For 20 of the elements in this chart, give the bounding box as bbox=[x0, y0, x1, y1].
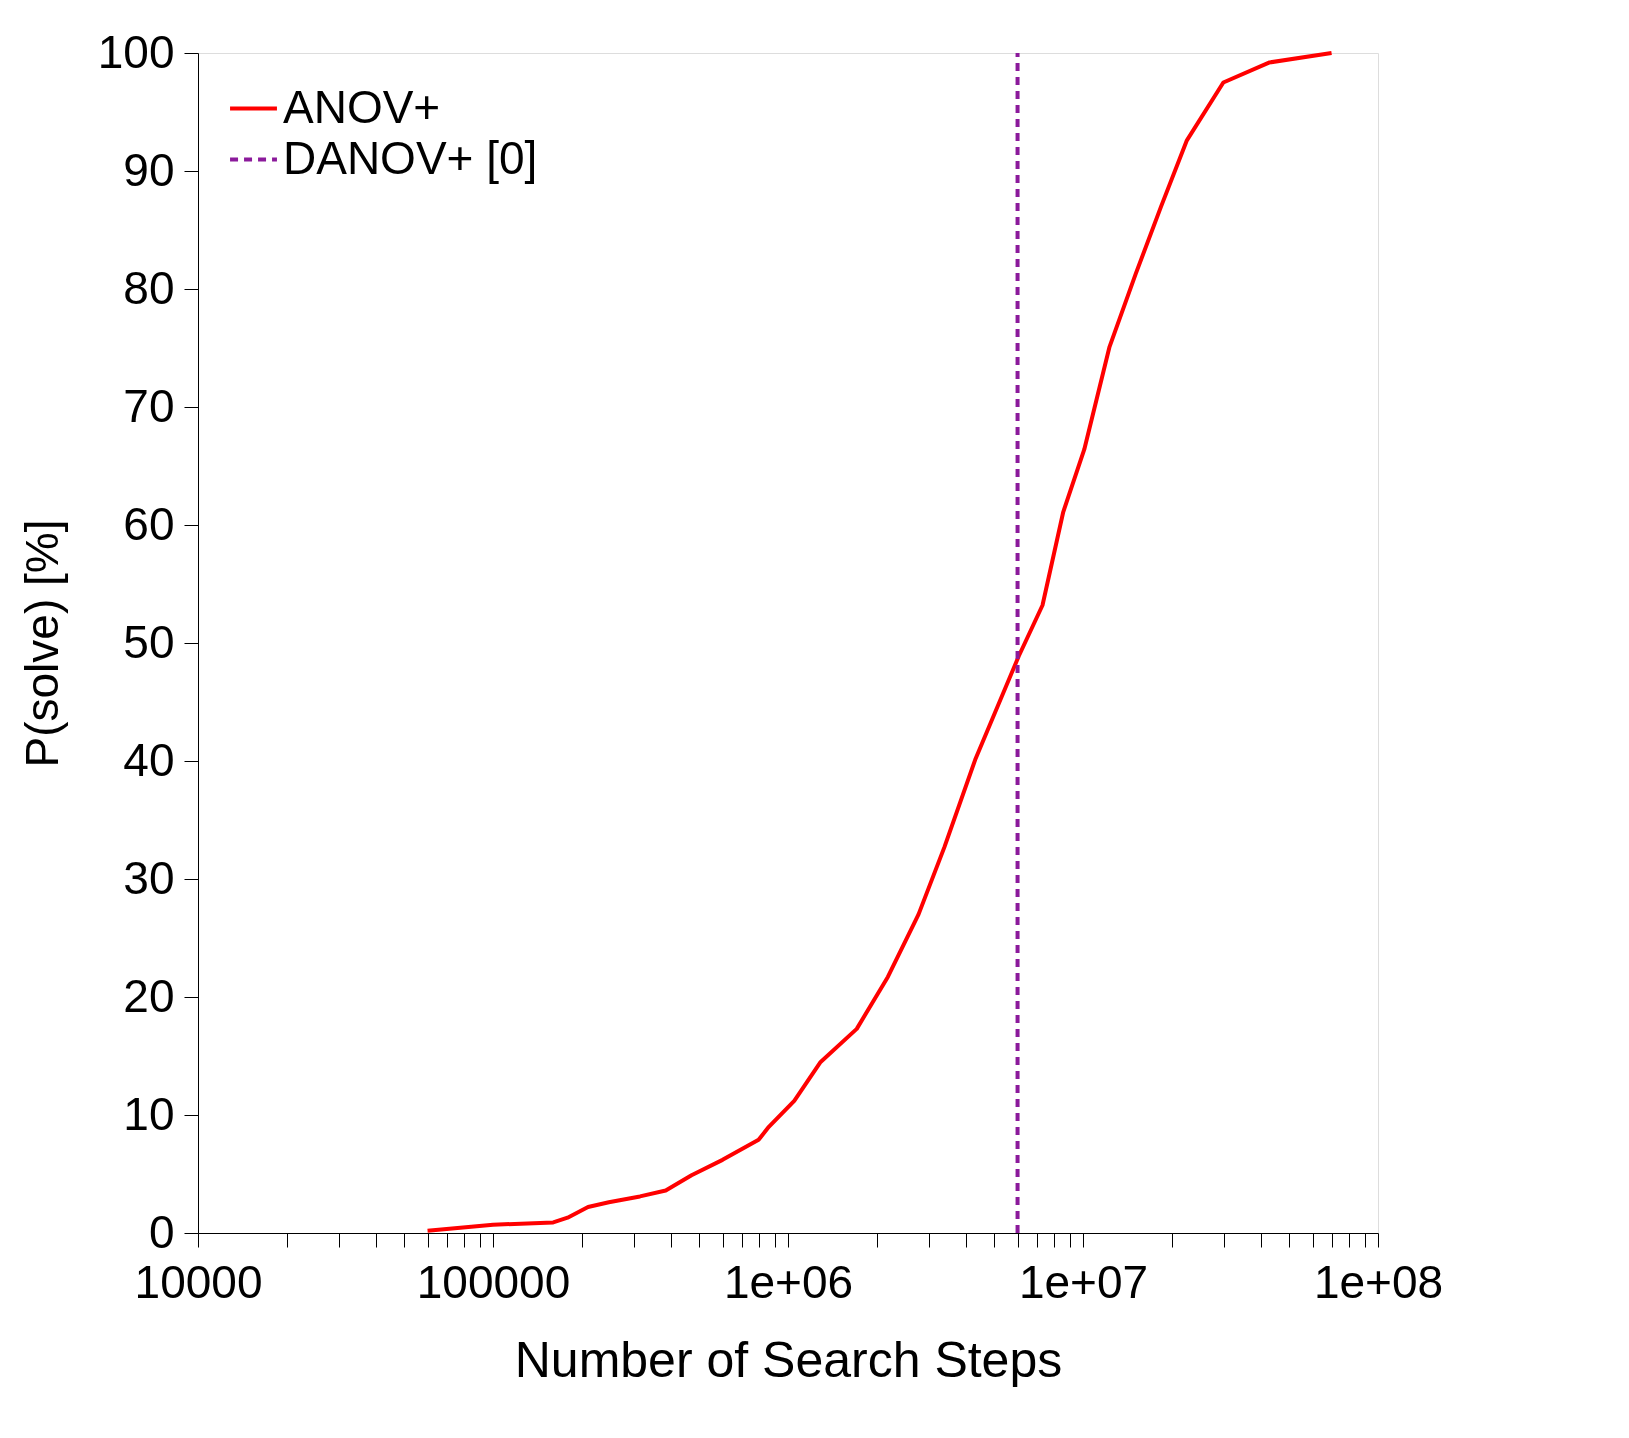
y-axis-title: P(solve) [%] bbox=[15, 519, 68, 768]
legend-label: DANOV+ [0] bbox=[283, 131, 538, 184]
y-tick-label: 90 bbox=[123, 143, 175, 196]
y-tick-label: 30 bbox=[123, 851, 175, 904]
y-tick-label: 60 bbox=[123, 497, 175, 550]
x-tick-label: 1e+08 bbox=[1313, 1255, 1444, 1308]
x-tick-label: 10000 bbox=[134, 1255, 263, 1308]
y-tick-label: 20 bbox=[123, 969, 175, 1022]
y-tick-label: 70 bbox=[123, 379, 175, 432]
legend-label: ANOV+ bbox=[283, 80, 441, 133]
y-tick-label: 0 bbox=[148, 1205, 175, 1258]
x-tick-label: 1e+06 bbox=[723, 1255, 854, 1308]
y-tick-label: 100 bbox=[97, 25, 175, 78]
x-tick-label: 100000 bbox=[416, 1255, 571, 1308]
x-axis-title: Number of Search Steps bbox=[514, 1331, 1063, 1388]
y-tick-label: 10 bbox=[123, 1087, 175, 1140]
y-tick-label: 80 bbox=[123, 261, 175, 314]
x-tick-label: 1e+07 bbox=[1018, 1255, 1149, 1308]
y-tick-label: 40 bbox=[123, 733, 175, 786]
y-tick-label: 50 bbox=[123, 615, 175, 668]
